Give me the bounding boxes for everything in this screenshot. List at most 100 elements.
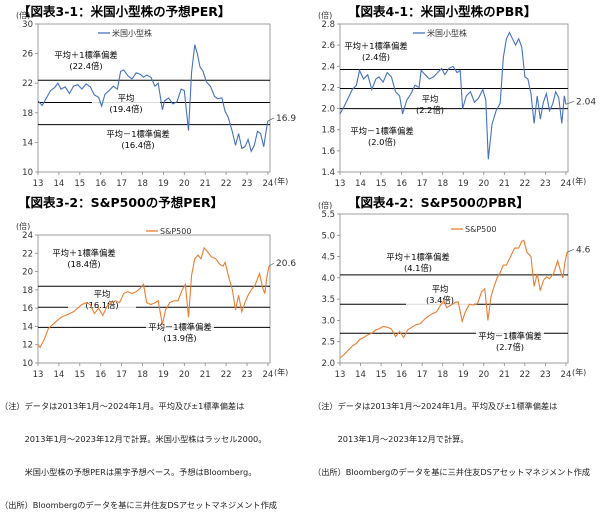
x-tick-label: 19 [458, 179, 469, 189]
x-tick-label: 24 [262, 370, 273, 380]
latest-leader [268, 262, 275, 267]
x-tick-label: 20 [179, 370, 190, 380]
y-tick-label: 1.4 [321, 168, 335, 178]
x-tick-label: 17 [116, 179, 127, 189]
source-line: （出所）Bloombergのデータを基に三井住友DSアセットマネジメント作成 [313, 467, 590, 477]
y-tick-label: 10 [22, 359, 33, 369]
y-tick-label: 5.0 [321, 231, 335, 241]
series-line [37, 44, 269, 153]
x-tick-label: 14 [53, 370, 64, 380]
chart-title: 【図表4-1：米国小型株のPBR】 [348, 4, 536, 19]
reference-value: (2.7倍) [496, 342, 524, 352]
y-axis-unit: (倍) [16, 221, 30, 231]
latest-leader [267, 117, 275, 122]
x-tick-label: 13 [33, 370, 44, 380]
legend-label: S&P500 [160, 227, 191, 236]
x-tick-label: 16 [396, 179, 407, 189]
y-tick-label: 5.5 [321, 210, 335, 220]
label-backdrop [476, 330, 544, 352]
reference-label: 平均 [94, 289, 111, 299]
y-tick-label: 24 [22, 231, 33, 241]
note-line: （注）データは2013年1月～2024年1月。平均及び±1標準偏差は [0, 401, 245, 411]
reference-label: 平均－1標準偏差 [350, 126, 413, 136]
notes-right: （注）データは2013年1月～2024年1月。平均及び±1標準偏差は 2013年… [313, 379, 590, 489]
label-backdrop [50, 247, 118, 269]
reference-value: (22.4倍) [69, 61, 102, 71]
y-tick-label: 2.2 [321, 83, 335, 93]
reference-label: 平均 [432, 284, 449, 294]
y-tick-label: 3.5 [321, 295, 335, 305]
reference-value: (2.2倍) [416, 105, 444, 115]
label-backdrop [146, 321, 214, 343]
y-tick-label: 30 [22, 20, 33, 30]
reference-label: 平均＋1標準偏差 [386, 252, 449, 262]
x-tick-label: 24 [262, 179, 273, 189]
x-tick-label: 20 [478, 370, 489, 380]
reference-value: (19.4倍) [109, 104, 142, 114]
legend-label: 米国小型株 [427, 28, 467, 38]
source-line: （出所）Bloombergのデータを基に三井住友DSアセットマネジメント作成 [0, 500, 277, 510]
y-tick-label: 2.5 [321, 338, 335, 348]
x-tick-label: 19 [158, 179, 169, 189]
label-backdrop [342, 40, 410, 62]
chart-title: 【図表3-1：米国小型株の予想PER】 [18, 4, 230, 19]
x-tick-label: 23 [242, 370, 253, 380]
x-tick-label: 16 [95, 370, 106, 380]
x-tick-label: 15 [74, 370, 85, 380]
plot-area [37, 23, 271, 173]
reference-label: 平均－1標準偏差 [478, 331, 541, 341]
y-tick-label: 2.6 [321, 41, 335, 51]
x-tick-label: 21 [499, 370, 510, 380]
x-tick-label: 23 [540, 179, 551, 189]
x-tick-label: 18 [437, 179, 448, 189]
reference-value: (13.9倍) [163, 333, 196, 343]
y-axis-unit: (倍) [16, 10, 30, 20]
x-tick-label: 15 [74, 179, 85, 189]
x-tick-label: 20 [179, 179, 190, 189]
x-tick-label: 22 [519, 370, 530, 380]
y-tick-label: 22 [22, 249, 33, 259]
notes-left: （注）データは2013年1月～2024年1月。平均及び±1標準偏差は 2013年… [0, 379, 277, 522]
x-tick-label: 24 [561, 179, 572, 189]
y-tick-label: 2.0 [321, 105, 335, 115]
x-tick-label: 18 [437, 370, 448, 380]
y-tick-label: 16 [22, 304, 33, 314]
x-tick-label: 14 [53, 179, 64, 189]
legend-label: S&P500 [465, 225, 496, 234]
plot-area [37, 234, 271, 364]
reference-value: (16.4倍) [121, 140, 154, 150]
x-tick-label: 22 [221, 370, 232, 380]
reference-value: (18.4倍) [67, 259, 100, 269]
y-tick-label: 2.8 [321, 20, 335, 30]
latest-value-label: 20.6 [276, 259, 296, 269]
series-line [339, 31, 567, 160]
reference-label: 平均＋1標準偏差 [54, 50, 117, 60]
x-tick-label: 19 [458, 370, 469, 380]
latest-value-label: 4.6 [576, 245, 591, 255]
x-axis-unit: (年) [274, 176, 288, 186]
reference-label: 平均 [422, 94, 439, 104]
y-tick-label: 2.0 [321, 359, 335, 369]
latest-value-label: 2.04 [576, 97, 596, 107]
x-tick-label: 23 [540, 370, 551, 380]
label-backdrop [406, 283, 474, 305]
y-tick-label: 18 [22, 109, 33, 119]
y-tick-label: 4.0 [321, 274, 335, 284]
x-tick-label: 16 [396, 370, 407, 380]
x-tick-label: 13 [335, 179, 346, 189]
reference-value: (2.0倍) [368, 137, 396, 147]
plot-area [339, 213, 569, 364]
latest-value-label: 16.9 [276, 114, 296, 124]
x-tick-label: 21 [499, 179, 510, 189]
y-axis-unit: (倍) [318, 200, 332, 210]
plot-area [339, 23, 569, 173]
reference-label: 平均＋1標準偏差 [52, 248, 115, 258]
note-line: 米国小型株の予想PERは黒字予想ベース。予想はBloomberg。 [0, 467, 257, 477]
reference-label: 平均＋1標準偏差 [344, 41, 407, 51]
label-backdrop [52, 49, 120, 71]
note-line: 2013年1月～2023年12月で計算。 [313, 434, 469, 444]
label-backdrop [68, 288, 136, 310]
x-tick-label: 19 [158, 370, 169, 380]
y-tick-label: 22 [22, 79, 33, 89]
